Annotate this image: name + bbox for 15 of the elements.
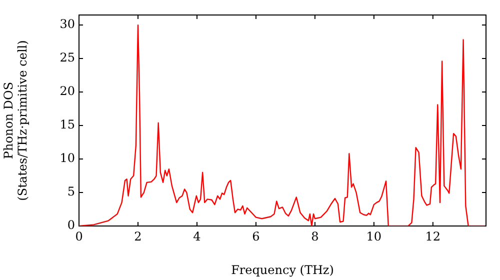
y-tick-label: 10: [60, 151, 75, 166]
y-tick-label: 0: [67, 218, 75, 232]
y-tick-label: 15: [60, 118, 75, 132]
x-axis-title: Frequency (THz): [231, 262, 334, 277]
y-tick-label: 30: [60, 17, 75, 32]
x-tick-label: 10: [366, 229, 382, 244]
x-tick-label: 8: [311, 229, 319, 244]
y-tick-label: 20: [60, 84, 75, 98]
x-tick-label: 12: [425, 229, 441, 244]
x-tick-label: 6: [252, 229, 260, 244]
x-tick-label: 4: [193, 229, 202, 244]
y-tick-label: 5: [67, 184, 75, 199]
y-tick-label: 25: [60, 50, 75, 65]
x-tick-label: 2: [134, 229, 142, 244]
y-axis-title: Phonon DOS (States/THz·primitive cell): [1, 40, 30, 201]
